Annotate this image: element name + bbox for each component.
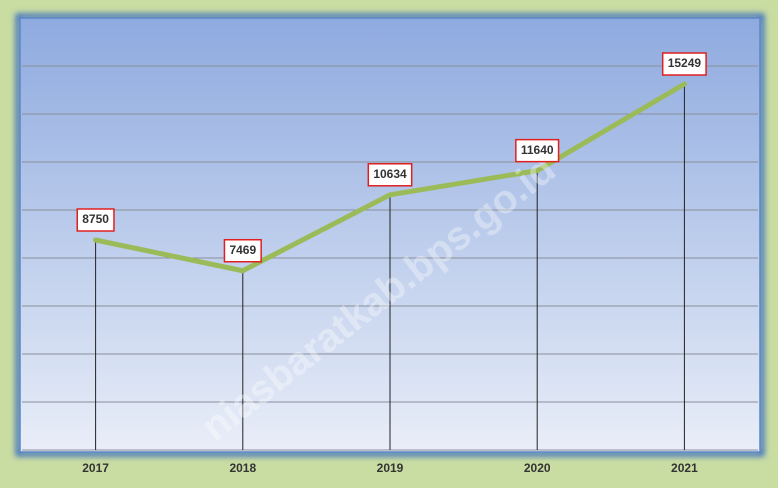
data-label-box [367, 163, 413, 187]
x-tick-label: 2017 [82, 461, 109, 475]
data-line [93, 81, 687, 274]
data-label: 11640 [521, 143, 554, 157]
data-label-box [661, 52, 707, 76]
x-tick-label: 2018 [229, 461, 256, 475]
data-label: 8750 [82, 212, 109, 226]
data-label-box [76, 208, 115, 232]
x-tick-label: 2019 [377, 461, 404, 475]
data-label: 7469 [229, 243, 256, 257]
data-label: 15249 [668, 56, 702, 70]
x-tick-label: 2021 [671, 461, 698, 475]
plot-glow [15, 13, 765, 457]
data-label: 10634 [373, 167, 407, 181]
data-label-box [515, 138, 560, 163]
data-label-box [223, 238, 262, 263]
x-tick-label: 2020 [524, 461, 551, 475]
